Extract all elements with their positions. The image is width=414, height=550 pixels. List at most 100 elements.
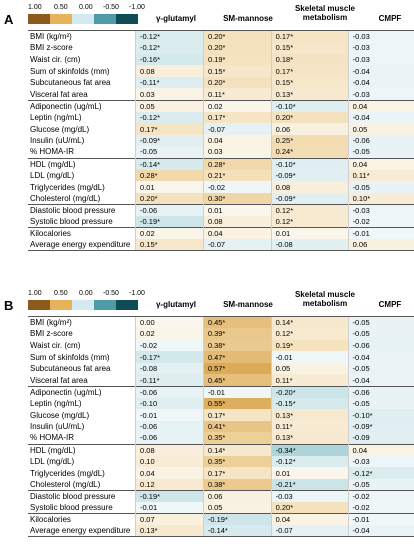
column-header: CMPF: [378, 300, 402, 309]
correlation-cell: 0.38*: [202, 339, 272, 352]
legend-tick: 0.50: [54, 4, 68, 11]
correlation-cell: 0.12*: [270, 328, 349, 340]
table-row: % HOMA-IR -0.06 0.35* 0.13* -0.09: [28, 432, 414, 445]
legend-tick: -0.50: [103, 290, 119, 297]
legend-tick: 0.50: [54, 290, 68, 297]
correlation-cell: -0.04: [347, 111, 414, 124]
correlation-cell: -0.10: [135, 397, 204, 410]
correlation-cell: 0.47*: [202, 351, 272, 363]
correlation-cell: -0.04: [347, 374, 414, 387]
correlation-cell: -0.06: [135, 432, 204, 445]
correlation-cell: -0.02: [347, 489, 414, 502]
correlation-cell: -0.09*: [135, 134, 204, 147]
correlation-cell: -0.02: [347, 502, 414, 514]
correlation-cell: 0.03: [202, 146, 272, 159]
color-legend: 1.00 0.50 0.00 -0.50 -1.00: [28, 4, 158, 28]
correlation-cell: 0.45*: [202, 316, 272, 329]
table-row: Glucose (mg/dL) -0.01 0.17* 0.13* -0.10*: [28, 409, 414, 421]
legend-swatch: [50, 14, 72, 24]
correlation-cell: 0.20*: [270, 502, 349, 514]
row-label: Sum of skinfolds (mm): [30, 66, 110, 76]
correlation-cell: -0.02: [202, 181, 272, 193]
correlation-cell: -0.06: [135, 203, 204, 216]
correlation-cell: 0.55*: [202, 397, 272, 410]
table-row: Sum of skinfolds (mm) -0.17* 0.47* -0.01 -0.…: [28, 351, 414, 363]
legend-swatch: [72, 300, 94, 310]
correlation-cell: -0.04: [347, 65, 414, 77]
correlation-cell: 0.20*: [202, 76, 272, 89]
column-header: CMPF: [378, 14, 402, 23]
row-label: HDL (mg/dL): [28, 443, 136, 456]
correlation-cell: 0.20*: [135, 192, 204, 205]
row-label: Systolic blood pressure: [30, 217, 113, 227]
table-row: Leptin (ng/mL) -0.12* 0.17* 0.20* -0.04: [28, 111, 414, 124]
correlation-cell: -0.10*: [347, 409, 414, 421]
correlation-cell: -0.02: [347, 216, 414, 228]
table-row: Systolic blood pressure -0.19* 0.08 0.12* -0…: [28, 216, 414, 228]
legend-tick: 0.00: [79, 290, 93, 297]
row-label: Triglycerides (mg/dL): [30, 468, 105, 478]
correlation-cell: -0.12*: [270, 455, 349, 468]
legend-swatch: [94, 300, 116, 310]
table-row: Visceral fat area -0.11* 0.45* 0.11* -0.04: [28, 374, 414, 387]
row-label: BMI (kg/m²): [28, 30, 136, 43]
table-row: % HOMA-IR -0.05 0.03 0.24* -0.05: [28, 146, 414, 159]
correlation-cell: 0.12: [135, 478, 204, 491]
legend-swatch: [116, 300, 138, 310]
row-label: Glucose (mg/dL): [30, 124, 90, 134]
table-row: Insulin (uU/mL) -0.06 0.41* 0.11* -0.09*: [28, 420, 414, 433]
correlation-cell: -0.12*: [347, 467, 414, 479]
row-label: % HOMA-IR: [30, 147, 74, 157]
table-row: Waist cir. (cm) -0.16* 0.19* 0.18* -0.03: [28, 53, 414, 66]
table-row: LDL (mg/dL) 0.10 0.35* -0.12* -0.03: [28, 455, 414, 468]
correlation-cell: -0.06: [347, 339, 414, 352]
correlation-cell: 0.03: [135, 88, 204, 101]
correlation-cell: 0.04: [347, 99, 414, 112]
correlation-cell: 0.08: [135, 65, 204, 77]
correlation-cell: 0.01: [270, 467, 349, 479]
row-label: LDL (mg/dL): [30, 170, 75, 180]
correlation-cell: -0.17*: [135, 351, 204, 363]
correlation-cell: -0.14*: [135, 157, 204, 170]
table-row: Insulin (uU/mL) -0.09* 0.04 0.25* -0.06: [28, 134, 414, 147]
table-row: Average energy expenditure 0.15* -0.07 -0.0…: [28, 239, 414, 252]
row-label: Cholesterol (mg/dL): [30, 193, 101, 203]
table-row: Cholesterol (mg/dL) 0.20* 0.30* -0.09* 0.10*: [28, 192, 414, 205]
correlation-cell: -0.04: [347, 351, 414, 363]
table-row: Diastolic blood pressure -0.19* 0.06 -0.03-…: [28, 489, 414, 502]
row-label: Triglycerides (mg/dL): [30, 182, 105, 192]
column-header: Skeletal muscle metabolism: [294, 4, 356, 22]
correlation-cell: 0.10*: [347, 192, 414, 205]
table-row: BMI (kg/m²) 0.00 0.45* 0.14* -0.05: [28, 316, 414, 329]
correlation-cell: -0.07: [202, 123, 272, 135]
legend-tick: -1.00: [129, 290, 145, 297]
correlation-cell: 0.21*: [202, 169, 272, 182]
panel-a: A 1.00 0.50 0.00 -0.50 -1.00 γ-glutamyl …: [0, 0, 414, 270]
correlation-cell: 0.04: [202, 134, 272, 147]
correlation-cell: 0.17*: [202, 111, 272, 124]
correlation-cell: 0.08: [270, 181, 349, 193]
correlation-cell: -0.11*: [135, 76, 204, 89]
table-row: Adiponectin (ug/mL) 0.05 0.02 -0.10* 0.04: [28, 99, 414, 112]
correlation-cell: -0.10*: [270, 99, 349, 112]
legend-tick: -1.00: [129, 4, 145, 11]
correlation-cell: 0.11*: [270, 420, 349, 433]
table-row: Average energy expenditure 0.13* -0.14* -0.…: [28, 525, 414, 538]
correlation-cell: 0.20*: [202, 42, 272, 54]
correlation-cell: -0.08: [270, 239, 349, 252]
correlation-cell: -0.01: [347, 513, 414, 526]
row-label: Adiponectin (ug/mL): [28, 385, 136, 398]
table-row: Kilocalories 0.02 0.04 0.01 -0.01: [28, 227, 414, 240]
correlation-cell: 0.12*: [270, 203, 349, 216]
correlation-cell: -0.05: [347, 328, 414, 340]
row-label: Leptin (ng/mL): [30, 398, 82, 408]
correlation-cell: -0.01: [135, 502, 204, 514]
correlation-cell: -0.03: [347, 203, 414, 216]
correlation-cell: 0.11*: [202, 88, 272, 101]
correlation-cell: 0.24*: [270, 146, 349, 159]
correlation-cell: -0.05: [347, 316, 414, 329]
row-label: BMI z-score: [30, 329, 73, 339]
row-label: Average energy expenditure: [28, 525, 136, 538]
correlation-cell: 0.10: [135, 455, 204, 468]
column-header: SM-mannose: [223, 300, 273, 309]
